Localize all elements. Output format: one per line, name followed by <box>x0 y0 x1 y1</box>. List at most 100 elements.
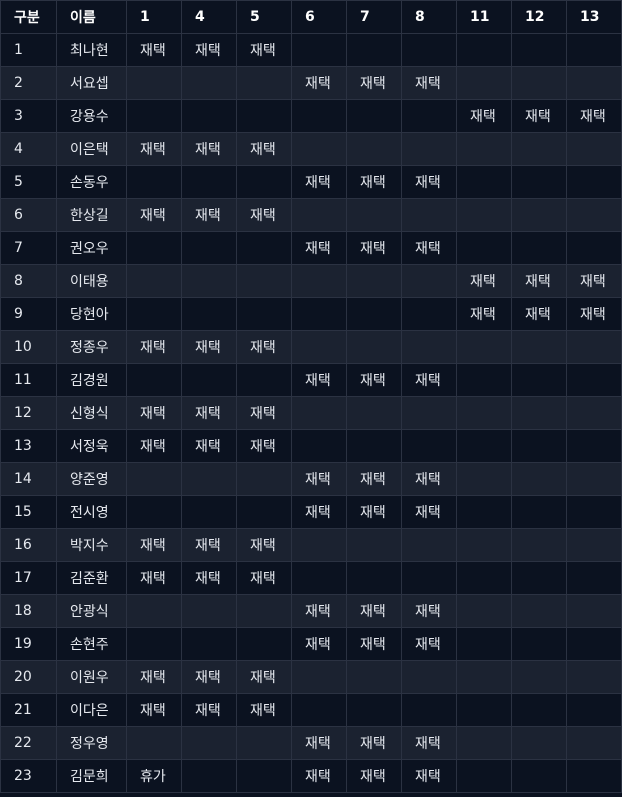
schedule-cell <box>456 165 512 199</box>
schedule-cell <box>236 231 292 265</box>
schedule-cell: 재택 <box>566 99 622 133</box>
schedule-cell <box>181 495 237 529</box>
table-row: 23 김문희 휴가 재택 재택 재택 <box>0 759 622 793</box>
employee-name-cell: 김문희 <box>56 759 127 793</box>
schedule-cell <box>346 198 402 232</box>
row-index-cell: 23 <box>0 759 57 793</box>
schedule-cell <box>346 561 402 595</box>
schedule-cell: 재택 <box>291 594 347 628</box>
schedule-cell <box>346 693 402 727</box>
schedule-cell <box>511 231 567 265</box>
schedule-cell <box>566 33 622 67</box>
schedule-cell <box>181 594 237 628</box>
table-row: 22 정우영 재택 재택 재택 <box>0 726 622 760</box>
header-row: 구분 이름 1 4 5 6 7 8 11 12 13 <box>0 0 622 34</box>
schedule-cell <box>401 33 457 67</box>
row-index-cell: 12 <box>0 396 57 430</box>
schedule-cell: 재택 <box>181 198 237 232</box>
schedule-cell <box>566 561 622 595</box>
row-index-cell: 2 <box>0 66 57 100</box>
schedule-cell: 재택 <box>126 132 182 166</box>
schedule-cell: 재택 <box>456 264 512 298</box>
schedule-cell: 재택 <box>236 561 292 595</box>
schedule-cell <box>566 693 622 727</box>
row-index-cell: 5 <box>0 165 57 199</box>
schedule-cell <box>291 330 347 364</box>
schedule-cell <box>181 231 237 265</box>
table-body: 1 최나현 재택 재택 재택 2 서요셉 재택 재택 재택 3 강용수 재택 재택 재택 4 이은택 재택 재택 재택… <box>0 33 622 793</box>
schedule-cell <box>401 693 457 727</box>
schedule-cell <box>566 759 622 793</box>
schedule-cell: 재택 <box>181 429 237 463</box>
column-header-day: 11 <box>456 0 512 34</box>
schedule-cell <box>456 528 512 562</box>
schedule-cell <box>126 264 182 298</box>
schedule-cell: 재택 <box>126 33 182 67</box>
schedule-cell <box>126 363 182 397</box>
schedule-cell: 재택 <box>126 396 182 430</box>
table-row: 20 이원우 재택 재택 재택 <box>0 660 622 694</box>
schedule-cell <box>456 759 512 793</box>
table-row: 9 당현아 재택 재택 재택 <box>0 297 622 331</box>
schedule-cell <box>566 66 622 100</box>
employee-name-cell: 강용수 <box>56 99 127 133</box>
schedule-cell: 재택 <box>456 297 512 331</box>
schedule-cell <box>511 330 567 364</box>
schedule-cell <box>401 528 457 562</box>
schedule-cell: 재택 <box>291 165 347 199</box>
table-row: 5 손동우 재택 재택 재택 <box>0 165 622 199</box>
schedule-cell <box>236 264 292 298</box>
schedule-cell <box>181 363 237 397</box>
row-index-cell: 18 <box>0 594 57 628</box>
schedule-cell <box>346 132 402 166</box>
schedule-cell <box>511 561 567 595</box>
row-index-cell: 20 <box>0 660 57 694</box>
schedule-cell <box>291 264 347 298</box>
schedule-cell: 재택 <box>181 33 237 67</box>
row-index-cell: 8 <box>0 264 57 298</box>
schedule-cell <box>566 594 622 628</box>
schedule-cell <box>236 363 292 397</box>
schedule-cell <box>401 561 457 595</box>
schedule-cell <box>566 429 622 463</box>
schedule-cell: 재택 <box>401 165 457 199</box>
schedule-cell <box>346 396 402 430</box>
table-row: 3 강용수 재택 재택 재택 <box>0 99 622 133</box>
schedule-cell: 재택 <box>126 561 182 595</box>
schedule-cell <box>291 33 347 67</box>
schedule-cell <box>401 264 457 298</box>
table-row: 21 이다은 재택 재택 재택 <box>0 693 622 727</box>
row-index-cell: 9 <box>0 297 57 331</box>
table-row: 7 권오우 재택 재택 재택 <box>0 231 622 265</box>
schedule-cell <box>511 759 567 793</box>
schedule-cell: 재택 <box>566 297 622 331</box>
schedule-cell: 재택 <box>236 528 292 562</box>
schedule-cell: 재택 <box>126 330 182 364</box>
row-index-cell: 6 <box>0 198 57 232</box>
row-index-cell: 17 <box>0 561 57 595</box>
schedule-cell <box>456 33 512 67</box>
schedule-cell <box>291 99 347 133</box>
schedule-cell: 재택 <box>511 297 567 331</box>
schedule-cell: 재택 <box>126 528 182 562</box>
schedule-cell <box>566 165 622 199</box>
schedule-cell: 재택 <box>401 462 457 496</box>
schedule-cell <box>346 429 402 463</box>
row-index-cell: 16 <box>0 528 57 562</box>
schedule-cell <box>291 396 347 430</box>
employee-name-cell: 안광식 <box>56 594 127 628</box>
schedule-cell <box>181 627 237 661</box>
schedule-cell <box>181 726 237 760</box>
schedule-cell <box>236 99 292 133</box>
employee-name-cell: 손현주 <box>56 627 127 661</box>
schedule-cell <box>126 462 182 496</box>
schedule-cell <box>511 66 567 100</box>
schedule-cell: 재택 <box>236 396 292 430</box>
row-index-cell: 14 <box>0 462 57 496</box>
table-row: 18 안광식 재택 재택 재택 <box>0 594 622 628</box>
schedule-cell <box>566 132 622 166</box>
schedule-cell: 재택 <box>291 759 347 793</box>
schedule-cell: 재택 <box>181 660 237 694</box>
table-row: 14 양준영 재택 재택 재택 <box>0 462 622 496</box>
schedule-cell <box>346 264 402 298</box>
